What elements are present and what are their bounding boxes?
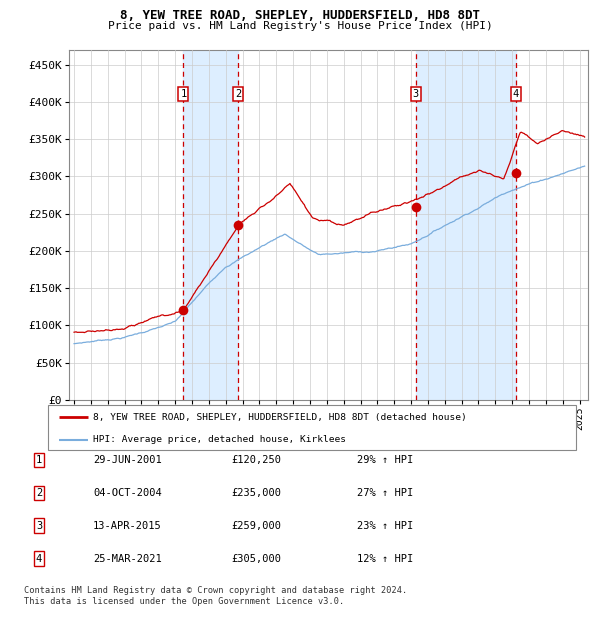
- Bar: [416, 50, 516, 400]
- Text: 04-OCT-2004: 04-OCT-2004: [93, 488, 162, 498]
- Text: HPI: Average price, detached house, Kirklees: HPI: Average price, detached house, Kirk…: [93, 435, 346, 444]
- Text: This data is licensed under the Open Government Licence v3.0.: This data is licensed under the Open Gov…: [24, 597, 344, 606]
- Text: 29-JUN-2001: 29-JUN-2001: [93, 455, 162, 465]
- Text: 3: 3: [36, 521, 42, 531]
- Text: 8, YEW TREE ROAD, SHEPLEY, HUDDERSFIELD, HD8 8DT: 8, YEW TREE ROAD, SHEPLEY, HUDDERSFIELD,…: [120, 9, 480, 22]
- Text: £235,000: £235,000: [231, 488, 281, 498]
- Text: 4: 4: [36, 554, 42, 564]
- Text: £120,250: £120,250: [231, 455, 281, 465]
- Text: Contains HM Land Registry data © Crown copyright and database right 2024.: Contains HM Land Registry data © Crown c…: [24, 586, 407, 595]
- Text: 3: 3: [413, 89, 419, 99]
- Text: 2: 2: [235, 89, 241, 99]
- Text: 12% ↑ HPI: 12% ↑ HPI: [357, 554, 413, 564]
- Text: 27% ↑ HPI: 27% ↑ HPI: [357, 488, 413, 498]
- Text: 1: 1: [36, 455, 42, 465]
- Text: 2: 2: [36, 488, 42, 498]
- Text: Price paid vs. HM Land Registry's House Price Index (HPI): Price paid vs. HM Land Registry's House …: [107, 21, 493, 31]
- Text: 4: 4: [513, 89, 519, 99]
- Text: £259,000: £259,000: [231, 521, 281, 531]
- Bar: [184, 50, 238, 400]
- Text: 13-APR-2015: 13-APR-2015: [93, 521, 162, 531]
- Text: 8, YEW TREE ROAD, SHEPLEY, HUDDERSFIELD, HD8 8DT (detached house): 8, YEW TREE ROAD, SHEPLEY, HUDDERSFIELD,…: [93, 413, 467, 422]
- Text: 23% ↑ HPI: 23% ↑ HPI: [357, 521, 413, 531]
- Text: 29% ↑ HPI: 29% ↑ HPI: [357, 455, 413, 465]
- Text: 25-MAR-2021: 25-MAR-2021: [93, 554, 162, 564]
- Text: £305,000: £305,000: [231, 554, 281, 564]
- Text: 1: 1: [180, 89, 187, 99]
